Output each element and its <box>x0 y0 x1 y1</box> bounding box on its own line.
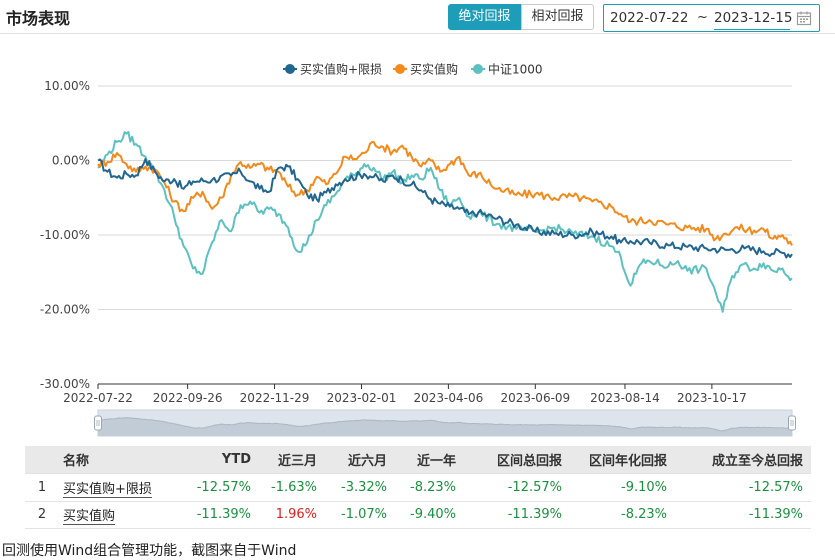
header-divider <box>0 33 835 34</box>
legend-label: 买实值购+限损 <box>300 62 382 77</box>
data-zoom-slider[interactable] <box>94 409 796 437</box>
x-tick-label: 2023-10-17 <box>677 391 747 405</box>
legend-dot-marker <box>395 64 405 74</box>
x-tick-label: 2022-09-26 <box>153 391 223 405</box>
absolute-return-tab[interactable]: 绝对回报 <box>448 4 521 30</box>
col-3m-header: 近三月 <box>259 446 325 474</box>
page-title: 市场表现 <box>6 9 71 28</box>
zoom-slider-right-handle[interactable] <box>788 415 796 431</box>
x-tick-label: 2023-06-09 <box>500 391 570 405</box>
chart-series-lines <box>97 130 793 313</box>
x-tick-label: 2023-08-14 <box>590 391 660 405</box>
col-annual-header: 区间年化回报 <box>570 446 675 474</box>
y-tick-label: -10.00% <box>40 228 90 242</box>
row-annual: -8.23% <box>570 501 675 529</box>
relative-return-tab[interactable]: 相对回报 <box>521 4 594 30</box>
legend-label: 中证1000 <box>488 62 543 77</box>
performance-line-chart: 买实值购+限损 买实值购 中证1000 10.00% 0.00% -10.00% -20.… <box>40 62 796 437</box>
legend-item[interactable]: 买实值购 <box>393 62 458 77</box>
header-bar: 市场表现 <box>0 0 835 34</box>
legend-dot-marker <box>285 64 295 74</box>
row-name-link[interactable]: 买实值购 <box>63 509 116 526</box>
col-ytd-header: YTD <box>185 446 259 474</box>
zoom-slider-preview-area <box>98 417 792 436</box>
row-6m: -3.32% <box>325 473 395 502</box>
chart-legend[interactable]: 买实值购+限损 买实值购 中证1000 <box>283 62 543 77</box>
series-line-1 <box>97 158 793 259</box>
x-tick-label: 2022-11-29 <box>240 391 310 405</box>
row-1y: -9.40% <box>395 501 464 529</box>
y-tick-label: -30.00% <box>40 377 90 391</box>
y-tick-label: 10.00% <box>44 79 90 93</box>
row-name-link[interactable]: 买实值购+限损 <box>63 481 152 498</box>
col-since-header: 成立至今总回报 <box>675 446 811 474</box>
legend-item[interactable]: 中证1000 <box>471 62 543 77</box>
col-name-header: 名称 <box>59 446 185 474</box>
col-1y-header: 近一年 <box>395 446 464 474</box>
date-end-input[interactable]: 2023-12-15 <box>714 10 793 26</box>
row-ytd: -11.39% <box>185 501 259 529</box>
col-index-header <box>25 446 59 474</box>
row-1y: -8.23% <box>395 473 464 502</box>
x-tick-label: 2022-07-22 <box>63 391 133 405</box>
row-ytd: -12.57% <box>185 473 259 502</box>
col-6m-header: 近六月 <box>325 446 395 474</box>
y-tick-label: 0.00% <box>52 154 90 168</box>
x-tick-label: 2023-02-01 <box>327 391 397 405</box>
legend-item[interactable]: 买实值购+限损 <box>283 62 382 77</box>
chart-gridlines <box>98 85 792 385</box>
table-row: 2 买实值购 -11.39% 1.96% -1.07% -9.40% -11.3… <box>25 501 811 529</box>
row-name-cell: 买实值购 <box>59 501 185 529</box>
legend-label: 买实值购 <box>410 62 458 77</box>
series-line-3 <box>97 130 793 313</box>
row-since: -11.39% <box>675 501 811 529</box>
zoom-slider-preview-line <box>97 417 793 432</box>
zoom-slider-left-handle[interactable] <box>94 415 102 431</box>
x-axis: 2022-07-22 2022-09-26 2022-11-29 2023-02-01… <box>63 384 747 405</box>
table-row: 1 买实值购+限损 -12.57% -1.63% -3.32% -8.23% -… <box>25 473 811 502</box>
row-index: 1 <box>25 473 59 502</box>
date-end-focus-underline <box>714 29 790 30</box>
row-6m: -1.07% <box>325 501 395 529</box>
table-header-row: 名称 YTD 近三月 近六月 近一年 区间总回报 区间年化回报 成立至今总回报 <box>25 446 811 474</box>
calendar-icon[interactable] <box>796 10 812 26</box>
row-annual: -9.10% <box>570 473 675 502</box>
performance-table: 名称 YTD 近三月 近六月 近一年 区间总回报 区间年化回报 成立至今总回报 … <box>25 446 811 529</box>
date-start-input[interactable]: 2022-07-22 <box>610 10 689 26</box>
x-tick-label: 2023-04-06 <box>414 391 484 405</box>
y-axis-ticks: 10.00% 0.00% -10.00% -20.00% -30.00% <box>40 79 90 391</box>
series-line-2 <box>97 140 793 246</box>
footer-note: 回测使用Wind组合管理功能，截图来自于Wind <box>2 543 297 559</box>
row-3m: -1.63% <box>259 473 325 502</box>
legend-dot-marker <box>473 64 483 74</box>
row-3m: 1.96% <box>259 501 325 529</box>
col-total-header: 区间总回报 <box>464 446 570 474</box>
row-total: -11.39% <box>464 501 570 529</box>
date-range-separator: ~ <box>697 10 708 25</box>
date-range-picker[interactable]: 2022-07-22 ~ 2023-12-15 <box>603 4 820 32</box>
row-total: -12.57% <box>464 473 570 502</box>
y-tick-label: -20.00% <box>40 303 90 317</box>
row-since: -12.57% <box>675 473 811 502</box>
row-index: 2 <box>25 501 59 529</box>
row-name-cell: 买实值购+限损 <box>59 473 185 502</box>
